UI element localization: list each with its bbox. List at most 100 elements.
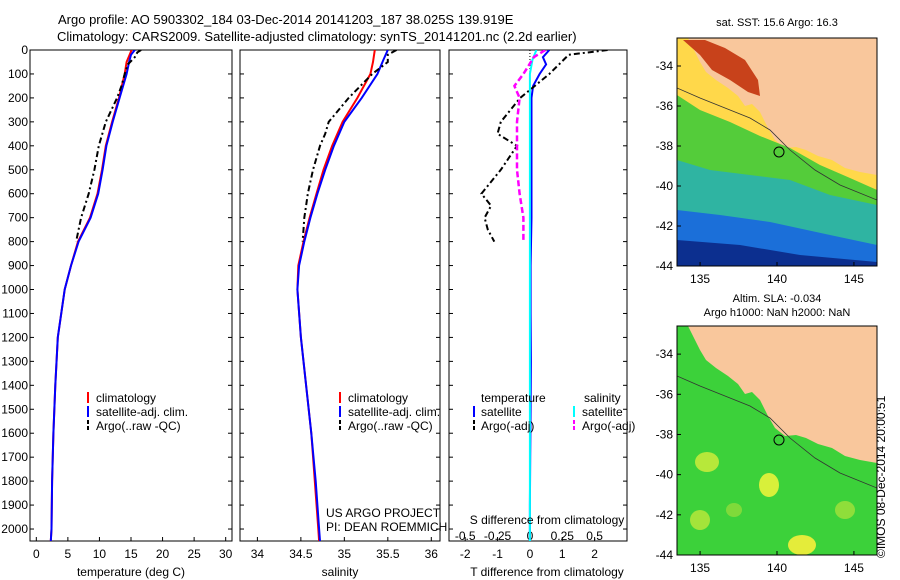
legend-label-satellite: satellite-adj. clim. — [348, 405, 440, 419]
sla-map-anomaly — [788, 535, 816, 555]
series-line-temperature-satellite — [528, 50, 551, 541]
depth-tick-label: 1600 — [1, 426, 28, 440]
map-lon-label: 145 — [844, 561, 864, 575]
salinity-panel-frame — [239, 49, 441, 542]
x-tick-label: 5 — [65, 547, 72, 561]
depth-tick-label: 1200 — [1, 330, 28, 344]
series-line-argo-raw-qc- — [75, 50, 142, 242]
legend-title-salinity: salinity — [584, 391, 621, 405]
depth-tick-label: 400 — [8, 139, 28, 153]
x-tick-label: 34.5 — [289, 547, 313, 561]
depth-tick-label: 1400 — [1, 378, 28, 392]
depth-tick-label: 1900 — [1, 498, 28, 512]
sst-map-title: sat. SST: 15.6 Argo: 16.3 — [716, 17, 838, 29]
sst-map-depth-contour — [677, 87, 877, 201]
depth-tick-label: 300 — [8, 115, 28, 129]
map-lon-label: 135 — [690, 272, 710, 286]
figure-title-line1: Argo profile: AO 5903302_184 03-Dec-2014… — [58, 12, 514, 27]
sla-map-anomaly — [690, 510, 710, 530]
legend-label-climatology: climatology — [96, 391, 156, 405]
depth-tick-label: 1100 — [2, 306, 28, 320]
sst-map-axes: -34 -36 -38 -40 -42 -44 135 140 145 — [656, 59, 865, 286]
legend-label-s-argo: Argo(-adj) — [582, 419, 635, 433]
sst-map-profile-marker — [773, 146, 785, 158]
x-tick-label: 25 — [187, 547, 201, 561]
temperature-legend: climatology satellite-adj. clim. Argo(..… — [87, 391, 188, 433]
map-lon-label: 140 — [767, 272, 787, 286]
x-tick-label: 35 — [338, 547, 352, 561]
depth-tick-label: 0 — [21, 43, 28, 57]
salinity-x-axis: 34 34.5 35 35.5 36 — [251, 537, 438, 561]
depth-axis: 0 100 200 300 400 500 600 700 800 900 1000 1100 1200… — [1, 43, 627, 536]
series-line-climatology — [296, 50, 376, 541]
x-tick-label: -2 — [460, 547, 471, 561]
sla-map-profile-marker — [773, 434, 785, 446]
sla-map-anomaly — [835, 501, 855, 519]
legend-label-t-satellite: satellite — [481, 405, 522, 419]
project-note-line1: US ARGO PROJECT — [326, 506, 441, 520]
depth-tick-label: 800 — [8, 235, 28, 249]
difference-legend: temperature salinity satellite Argo(-adj… — [473, 391, 635, 433]
map-lat-label: -36 — [656, 99, 674, 113]
series-line-satellite-adj-clim- — [49, 50, 136, 541]
salinity-xlabel: salinity — [322, 565, 359, 579]
map-lat-label: -40 — [656, 179, 674, 193]
legend-label-t-argo: Argo(-adj) — [481, 419, 534, 433]
salinity-series-group — [296, 50, 397, 541]
depth-tick-label: 1300 — [1, 354, 28, 368]
map-lon-label: 135 — [690, 561, 710, 575]
x-tick-label: 1 — [559, 547, 566, 561]
x-tick-label: 2 — [591, 547, 598, 561]
depth-tick-label: 1800 — [1, 474, 28, 488]
sla-map-title2: Argo h1000: NaN h2000: NaN — [704, 307, 851, 319]
legend-label-satellite: satellite-adj. clim. — [96, 405, 188, 419]
map-lat-label: -34 — [656, 59, 674, 73]
depth-tick-label: 600 — [8, 187, 28, 201]
series-line-temperature-argo-adj- — [480, 50, 608, 243]
sla-map-anomaly — [726, 503, 742, 517]
depth-tick-label: 700 — [8, 211, 28, 225]
depth-tick-label: 100 — [8, 67, 28, 81]
map-lat-label: -38 — [656, 139, 674, 153]
map-lat-label: -38 — [656, 427, 674, 441]
legend-label-climatology: climatology — [348, 391, 408, 405]
x2-tick-label: -0.5 — [455, 529, 476, 543]
temperature-xlabel: temperature (deg C) — [77, 565, 185, 579]
map-lat-label: -44 — [656, 548, 674, 562]
map-lat-label: -36 — [656, 387, 674, 401]
temperature-panel-frame — [29, 49, 233, 542]
x-tick-label: 20 — [156, 547, 170, 561]
x-tick-label: 0 — [33, 547, 40, 561]
sla-map — [677, 326, 877, 555]
imos-stamp: ©IMOS 08-Dec-2014 20:00:51 — [874, 395, 888, 558]
sla-map-anomaly — [759, 473, 779, 497]
map-lat-label: -44 — [656, 259, 674, 273]
sla-map-ocean — [677, 326, 877, 555]
sla-map-depth-contour — [677, 375, 877, 489]
depth-tick-label: 200 — [8, 91, 28, 105]
depth-tick-label: 500 — [8, 163, 28, 177]
depth-tick-label: 2000 — [1, 522, 28, 536]
salinity-legend: climatology satellite-adj. clim. Argo(..… — [339, 391, 440, 433]
map-lat-label: -42 — [656, 219, 674, 233]
sst-map — [677, 38, 877, 266]
legend-label-argo: Argo(..raw -QC) — [96, 419, 181, 433]
project-note-line2: PI: DEAN ROEMMICH — [326, 520, 447, 534]
x-tick-label: 35.5 — [376, 547, 400, 561]
series-line-argo-raw-qc- — [301, 50, 397, 242]
sla-map-anomaly — [695, 452, 719, 472]
map-lat-label: -42 — [656, 508, 674, 522]
series-line-salinity-satellite — [528, 50, 538, 541]
x2-tick-label: 0.5 — [586, 529, 603, 543]
sst-map-warm-gulf — [683, 40, 760, 96]
legend-label-argo: Argo(..raw -QC) — [348, 419, 433, 433]
sla-map-axes: -34 -36 -38 -40 -42 -44 135 140 145 — [656, 347, 865, 575]
figure-title-line2: Climatology: CARS2009. Satellite-adjuste… — [57, 29, 577, 44]
map-lat-label: -34 — [656, 347, 674, 361]
sdiff-xlabel: S difference from climatology — [470, 513, 625, 527]
legend-label-s-satellite: satellite — [582, 405, 623, 419]
tdiff-xlabel: T difference from climatology — [470, 565, 624, 579]
legend-title-temperature: temperature — [481, 391, 546, 405]
map-lon-label: 140 — [767, 561, 787, 575]
